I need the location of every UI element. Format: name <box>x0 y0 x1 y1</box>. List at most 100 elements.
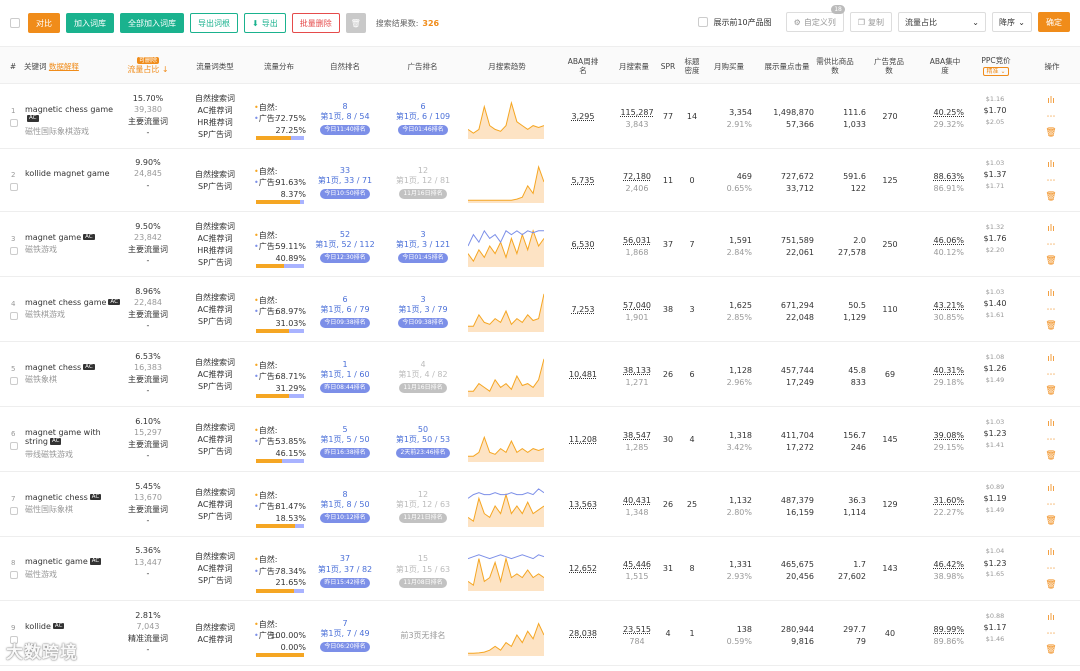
ad-rank-value[interactable]: 3 <box>420 294 426 304</box>
row-checkbox[interactable] <box>10 441 18 450</box>
monthly-search-value[interactable]: 115,287 <box>620 107 654 117</box>
aba-rank-value[interactable]: 10,481 <box>569 369 597 379</box>
monthly-search-value[interactable]: 38,133 <box>623 365 651 375</box>
keyword-link[interactable]: magnet game AC <box>25 233 120 243</box>
chart-icon[interactable]: ılı <box>1047 95 1055 106</box>
delete-icon[interactable]: 🗑 <box>1045 580 1057 590</box>
monthly-search-value[interactable]: 45,446 <box>623 560 651 569</box>
organic-rank-value[interactable]: 6 <box>342 294 348 304</box>
chart-icon[interactable]: ılı <box>1047 483 1055 494</box>
delete-icon[interactable]: 🗑 <box>1045 450 1057 461</box>
aba-rank-value[interactable]: 13,563 <box>569 499 597 509</box>
organic-rank-value[interactable]: 37 <box>339 554 351 563</box>
header-share[interactable]: 可删除 流量占比 ↓ <box>118 47 178 85</box>
row-checkbox[interactable] <box>10 311 18 320</box>
delete-icon[interactable]: 🗑 <box>1045 127 1057 138</box>
row-checkbox[interactable] <box>10 246 18 255</box>
ad-rank-value[interactable]: 4 <box>420 359 426 369</box>
more-icon[interactable]: ⋯ <box>1046 111 1056 122</box>
chart-icon[interactable]: ılı <box>1047 223 1055 234</box>
trash-button[interactable]: 🗑 <box>345 13 366 33</box>
chart-icon[interactable]: ılı <box>1047 353 1055 364</box>
batch-delete-button[interactable]: 批量删除 <box>291 13 340 33</box>
aba-conc-value[interactable]: 40.31% <box>933 365 964 375</box>
ppc-type-select[interactable]: 精准 ⌄ <box>982 66 1010 77</box>
data-explain-link[interactable]: 数据解释 <box>48 61 79 71</box>
monthly-search-value[interactable]: 23,515 <box>623 624 651 634</box>
aba-rank-value[interactable]: 7,253 <box>571 304 595 314</box>
aba-rank-value[interactable]: 6,530 <box>571 239 595 249</box>
keyword-link[interactable]: magnetic game AC <box>25 557 120 567</box>
chart-icon[interactable]: ılı <box>1047 288 1055 299</box>
ad-rank-value[interactable]: 12 <box>417 489 429 499</box>
aba-rank-value[interactable]: 12,652 <box>569 564 597 573</box>
row-checkbox[interactable] <box>10 506 18 515</box>
aba-conc-value[interactable]: 88.63% <box>933 171 964 181</box>
chart-icon[interactable]: ılı <box>1047 612 1055 623</box>
ad-rank-value[interactable]: 3 <box>420 229 426 239</box>
more-icon[interactable]: ⋯ <box>1046 369 1056 380</box>
delete-icon[interactable]: 🗑 <box>1045 191 1057 202</box>
row-checkbox[interactable] <box>10 376 18 385</box>
row-checkbox[interactable] <box>10 118 18 127</box>
delete-icon[interactable]: 🗑 <box>1045 255 1057 266</box>
aba-conc-value[interactable]: 43.21% <box>933 300 964 310</box>
export-root-button[interactable]: 导出词根 <box>190 13 238 33</box>
monthly-search-value[interactable]: 38,547 <box>623 430 651 440</box>
aba-conc-value[interactable]: 39.08% <box>933 430 964 440</box>
export-button[interactable]: ⬇ 导出 <box>244 13 286 33</box>
more-icon[interactable]: ⋯ <box>1046 304 1056 315</box>
sort-field-select[interactable]: 流量占比 ⌄ <box>898 12 986 32</box>
delete-icon[interactable]: 🗑 <box>1045 385 1057 396</box>
chart-icon[interactable]: ılı <box>1047 418 1055 429</box>
organic-rank-value[interactable]: 33 <box>339 165 351 175</box>
add-to-lib-button[interactable]: 加入词库 <box>66 13 114 33</box>
ad-rank-value[interactable]: 6 <box>420 101 426 111</box>
organic-rank-value[interactable]: 7 <box>342 618 348 628</box>
organic-rank-value[interactable]: 8 <box>342 101 348 111</box>
more-icon[interactable]: ⋯ <box>1046 499 1056 510</box>
aba-conc-value[interactable]: 89.99% <box>933 624 964 634</box>
keyword-link[interactable]: magnet chess game AC <box>25 298 120 308</box>
custom-cols-button[interactable]: ⚙ 自定义列 18 <box>785 5 845 32</box>
organic-rank-value[interactable]: 1 <box>342 359 348 369</box>
keyword-link[interactable]: magnet game with string AC <box>25 428 120 447</box>
add-all-button[interactable]: 全部加入词库 <box>120 13 184 33</box>
more-icon[interactable]: ⋯ <box>1046 239 1056 250</box>
copy-button[interactable]: ❐ 复制 <box>849 12 892 32</box>
monthly-search-value[interactable]: 40,431 <box>623 495 651 505</box>
ad-rank-value[interactable]: 50 <box>417 424 429 434</box>
more-icon[interactable]: ⋯ <box>1046 434 1056 445</box>
keyword-link[interactable]: magnetic chess AC <box>25 493 120 503</box>
more-icon[interactable]: ⋯ <box>1046 175 1056 186</box>
sort-order-select[interactable]: 降序 ⌄ <box>992 12 1032 32</box>
aba-rank-value[interactable]: 11,208 <box>569 434 597 444</box>
delete-icon[interactable]: 🗑 <box>1045 644 1057 655</box>
monthly-search-value[interactable]: 57,040 <box>623 300 651 310</box>
chart-icon[interactable]: ılı <box>1047 548 1055 558</box>
show-top10-checkbox[interactable] <box>698 17 709 27</box>
organic-rank-value[interactable]: 8 <box>342 489 348 499</box>
more-icon[interactable]: ⋯ <box>1046 628 1056 639</box>
keyword-link[interactable]: kollide magnet game <box>25 169 120 179</box>
more-icon[interactable]: ⋯ <box>1046 564 1056 574</box>
delete-icon[interactable]: 🗑 <box>1045 320 1057 331</box>
row-checkbox[interactable] <box>10 571 18 579</box>
row-checkbox[interactable] <box>10 182 18 191</box>
aba-conc-value[interactable]: 46.42% <box>933 560 964 569</box>
aba-conc-value[interactable]: 46.06% <box>933 235 964 245</box>
keyword-link[interactable]: magnetic chess gameAC <box>25 105 120 124</box>
aba-conc-value[interactable]: 40.25% <box>933 107 964 117</box>
row-checkbox[interactable] <box>10 635 18 644</box>
organic-rank-value[interactable]: 5 <box>342 424 348 434</box>
select-all-checkbox[interactable] <box>10 18 20 28</box>
confirm-button[interactable]: 确定 <box>1038 12 1070 32</box>
aba-rank-value[interactable]: 3,295 <box>571 111 595 121</box>
aba-rank-value[interactable]: 5,735 <box>571 175 595 185</box>
organic-rank-value[interactable]: 52 <box>339 229 351 239</box>
chart-icon[interactable]: ılı <box>1047 159 1055 170</box>
compare-button[interactable]: 对比 <box>28 13 60 33</box>
ad-rank-value[interactable]: 12 <box>417 165 429 175</box>
ad-rank-value[interactable]: 15 <box>417 554 429 563</box>
keyword-link[interactable]: magnet chess AC <box>25 363 120 373</box>
